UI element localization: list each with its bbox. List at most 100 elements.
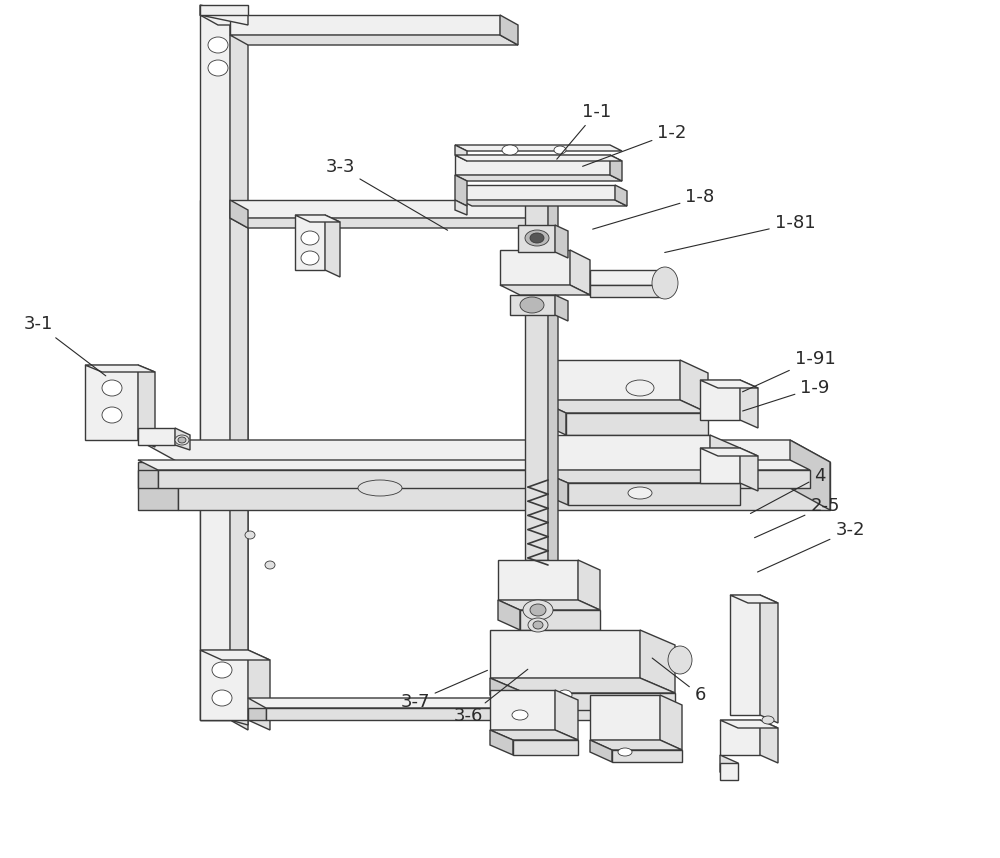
Ellipse shape (208, 60, 228, 76)
Polygon shape (490, 730, 578, 740)
Polygon shape (230, 35, 518, 45)
Polygon shape (230, 218, 556, 228)
Polygon shape (720, 763, 738, 780)
Text: 1-81: 1-81 (665, 214, 815, 252)
Ellipse shape (212, 662, 232, 678)
Polygon shape (230, 200, 538, 218)
Polygon shape (570, 250, 590, 295)
Polygon shape (568, 483, 740, 505)
Polygon shape (538, 435, 710, 470)
Ellipse shape (102, 407, 122, 423)
Text: 1-8: 1-8 (593, 189, 715, 229)
Polygon shape (660, 270, 672, 292)
Polygon shape (455, 175, 622, 181)
Polygon shape (730, 595, 778, 603)
Polygon shape (518, 225, 555, 252)
Polygon shape (590, 285, 660, 297)
Text: 2-5: 2-5 (755, 498, 840, 538)
Polygon shape (538, 400, 708, 413)
Polygon shape (590, 270, 660, 285)
Polygon shape (510, 295, 555, 315)
Polygon shape (178, 462, 830, 510)
Polygon shape (538, 470, 568, 505)
Polygon shape (200, 15, 248, 25)
Polygon shape (138, 462, 178, 510)
Text: 3-6: 3-6 (453, 669, 528, 725)
Ellipse shape (265, 561, 275, 569)
Ellipse shape (502, 145, 518, 155)
Ellipse shape (520, 297, 544, 313)
Ellipse shape (530, 233, 544, 243)
Ellipse shape (558, 480, 602, 496)
Polygon shape (710, 435, 740, 483)
Ellipse shape (652, 267, 678, 299)
Ellipse shape (558, 690, 572, 700)
Ellipse shape (528, 618, 548, 632)
Polygon shape (538, 360, 680, 400)
Polygon shape (490, 690, 555, 730)
Polygon shape (660, 695, 682, 750)
Polygon shape (578, 560, 600, 610)
Polygon shape (500, 15, 518, 45)
Polygon shape (230, 15, 500, 35)
Polygon shape (85, 365, 155, 372)
Polygon shape (248, 698, 618, 708)
Ellipse shape (245, 531, 255, 539)
Polygon shape (230, 200, 248, 228)
Polygon shape (538, 470, 740, 483)
Ellipse shape (618, 748, 632, 756)
Polygon shape (790, 440, 830, 510)
Polygon shape (455, 200, 467, 215)
Ellipse shape (525, 230, 549, 246)
Ellipse shape (212, 690, 232, 706)
Text: 3-7: 3-7 (400, 670, 487, 710)
Polygon shape (612, 750, 682, 762)
Polygon shape (200, 15, 230, 720)
Polygon shape (615, 185, 627, 206)
Ellipse shape (175, 435, 189, 445)
Polygon shape (720, 755, 738, 780)
Polygon shape (460, 200, 627, 206)
Ellipse shape (533, 621, 543, 629)
Ellipse shape (208, 37, 228, 53)
Polygon shape (490, 678, 675, 693)
Polygon shape (730, 595, 760, 715)
Polygon shape (200, 650, 270, 660)
Ellipse shape (626, 380, 654, 396)
Ellipse shape (762, 716, 774, 724)
Ellipse shape (102, 380, 122, 396)
Ellipse shape (605, 486, 615, 494)
Polygon shape (230, 200, 248, 730)
Text: 1-91: 1-91 (743, 350, 835, 392)
Polygon shape (200, 200, 230, 720)
Polygon shape (700, 380, 740, 420)
Text: 1-1: 1-1 (557, 103, 612, 160)
Polygon shape (200, 5, 248, 25)
Text: 4: 4 (750, 468, 826, 513)
Polygon shape (500, 250, 570, 285)
Polygon shape (720, 720, 778, 728)
Polygon shape (700, 448, 758, 456)
Ellipse shape (530, 604, 546, 616)
Polygon shape (490, 678, 525, 710)
Polygon shape (295, 215, 340, 222)
Text: 1-2: 1-2 (583, 124, 687, 166)
Polygon shape (555, 225, 568, 258)
Polygon shape (760, 720, 778, 763)
Ellipse shape (668, 646, 692, 674)
Text: 6: 6 (652, 658, 706, 704)
Polygon shape (525, 693, 675, 710)
Polygon shape (248, 650, 270, 730)
Polygon shape (498, 600, 600, 610)
Polygon shape (610, 155, 622, 181)
Polygon shape (498, 560, 578, 600)
Ellipse shape (523, 600, 553, 620)
Text: 3-2: 3-2 (758, 522, 865, 572)
Polygon shape (740, 448, 758, 491)
Polygon shape (566, 413, 708, 435)
Polygon shape (138, 428, 175, 445)
Text: 1-9: 1-9 (743, 379, 830, 411)
Polygon shape (325, 215, 340, 277)
Polygon shape (460, 185, 615, 200)
Polygon shape (490, 630, 640, 678)
